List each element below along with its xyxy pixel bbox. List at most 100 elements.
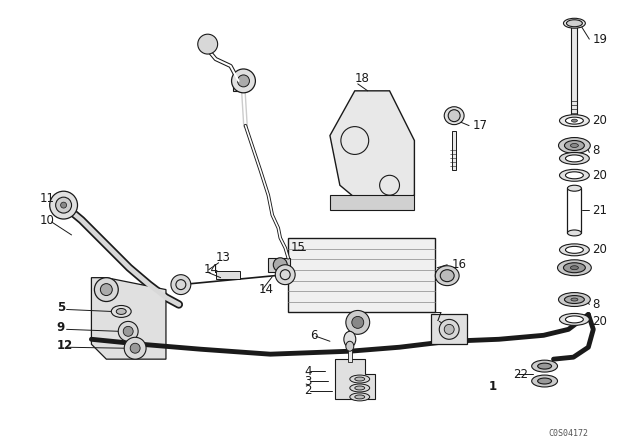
Ellipse shape: [350, 384, 370, 392]
Ellipse shape: [563, 18, 586, 28]
Ellipse shape: [355, 386, 365, 390]
Circle shape: [130, 343, 140, 353]
Ellipse shape: [570, 266, 579, 270]
Polygon shape: [335, 359, 374, 399]
Ellipse shape: [538, 378, 552, 384]
Text: 3: 3: [304, 375, 312, 388]
Ellipse shape: [564, 296, 584, 303]
Bar: [268, 258, 290, 271]
Text: 19: 19: [592, 33, 607, 46]
Ellipse shape: [355, 377, 365, 381]
Circle shape: [273, 258, 287, 271]
Ellipse shape: [559, 314, 589, 325]
Ellipse shape: [435, 266, 459, 286]
Text: 20: 20: [592, 169, 607, 182]
Ellipse shape: [532, 375, 557, 387]
Ellipse shape: [559, 152, 589, 164]
Circle shape: [171, 275, 191, 294]
Text: 4: 4: [304, 365, 312, 378]
Bar: [452, 130, 456, 170]
Bar: [568, 188, 581, 233]
Ellipse shape: [532, 360, 557, 372]
Bar: [572, 23, 577, 118]
Ellipse shape: [571, 298, 578, 301]
Ellipse shape: [440, 270, 454, 282]
Ellipse shape: [568, 230, 581, 236]
Text: 10: 10: [40, 214, 54, 227]
Ellipse shape: [444, 107, 464, 125]
Ellipse shape: [111, 306, 131, 318]
Circle shape: [444, 324, 454, 334]
Text: 20: 20: [592, 114, 607, 127]
Ellipse shape: [570, 143, 579, 147]
Ellipse shape: [566, 316, 583, 323]
Ellipse shape: [572, 119, 577, 122]
Ellipse shape: [350, 375, 370, 383]
Text: 18: 18: [355, 73, 370, 86]
Polygon shape: [330, 195, 415, 210]
Circle shape: [61, 202, 67, 208]
Bar: [431, 314, 467, 344]
Polygon shape: [92, 278, 166, 359]
Text: 8: 8: [592, 144, 600, 157]
Text: 13: 13: [216, 251, 230, 264]
Polygon shape: [232, 73, 241, 91]
Ellipse shape: [559, 138, 590, 154]
Circle shape: [124, 326, 133, 336]
Circle shape: [275, 265, 295, 284]
Text: 15: 15: [290, 241, 305, 254]
Ellipse shape: [346, 341, 354, 351]
Text: 16: 16: [451, 258, 466, 271]
Ellipse shape: [566, 246, 583, 253]
Ellipse shape: [559, 293, 590, 306]
Text: 20: 20: [592, 315, 607, 328]
Text: 11: 11: [40, 192, 55, 205]
Ellipse shape: [563, 263, 586, 273]
Ellipse shape: [355, 395, 365, 399]
Ellipse shape: [566, 172, 583, 179]
Text: 5: 5: [57, 301, 65, 314]
Text: C0S04172: C0S04172: [548, 429, 588, 438]
Text: 14: 14: [259, 283, 273, 296]
Circle shape: [118, 321, 138, 341]
Circle shape: [346, 310, 370, 334]
Circle shape: [198, 34, 218, 54]
Ellipse shape: [116, 309, 126, 314]
Ellipse shape: [559, 244, 589, 256]
Text: 1: 1: [489, 380, 497, 393]
Circle shape: [100, 284, 112, 296]
Text: 14: 14: [204, 263, 219, 276]
Circle shape: [232, 69, 255, 93]
Circle shape: [439, 319, 459, 339]
Text: 8: 8: [592, 298, 600, 311]
Text: 7: 7: [435, 311, 443, 324]
Circle shape: [237, 75, 250, 87]
Ellipse shape: [564, 141, 584, 151]
Circle shape: [352, 316, 364, 328]
Bar: [288, 238, 435, 312]
Text: 22: 22: [513, 367, 528, 380]
Text: 20: 20: [592, 243, 607, 256]
Ellipse shape: [559, 169, 589, 181]
Bar: [348, 350, 352, 362]
Bar: [216, 271, 241, 279]
Ellipse shape: [568, 185, 581, 191]
Circle shape: [50, 191, 77, 219]
Ellipse shape: [344, 332, 356, 347]
Text: 21: 21: [592, 203, 607, 216]
Ellipse shape: [448, 110, 460, 122]
Polygon shape: [330, 91, 415, 210]
Text: 2: 2: [304, 384, 312, 397]
Text: 17: 17: [473, 119, 488, 132]
Ellipse shape: [566, 20, 582, 27]
Ellipse shape: [350, 393, 370, 401]
Ellipse shape: [566, 155, 583, 162]
Text: 6: 6: [310, 329, 317, 342]
Ellipse shape: [566, 117, 583, 124]
Text: 9: 9: [57, 321, 65, 334]
Ellipse shape: [538, 363, 552, 369]
Text: 12: 12: [57, 339, 73, 352]
Circle shape: [56, 197, 72, 213]
Ellipse shape: [557, 260, 591, 276]
Circle shape: [95, 278, 118, 302]
